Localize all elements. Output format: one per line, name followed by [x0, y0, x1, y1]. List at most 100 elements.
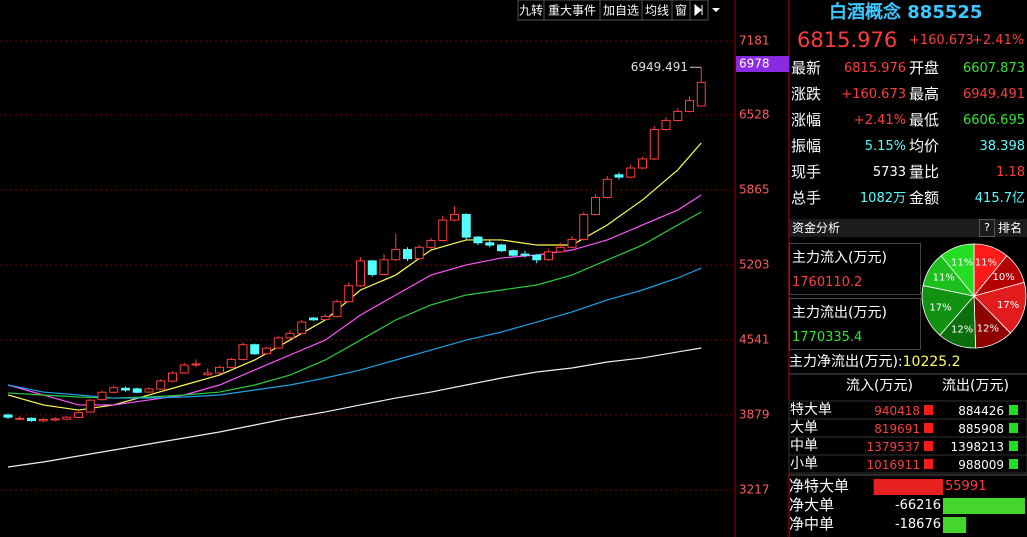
net-label: 净特大单 [789, 477, 850, 495]
main-in-label: 主力流入(万元) [792, 250, 887, 266]
row-label: 均价 [909, 137, 940, 155]
toolbar-label[interactable]: 九转 [519, 3, 543, 18]
y-tick-label: 7181 [739, 34, 770, 48]
fund-bar: 资金分析 ? 排名 [790, 219, 1027, 237]
flow-label: 特大单 [790, 402, 832, 418]
dropdown-icon [712, 8, 720, 12]
row-value: 1.18 [996, 165, 1025, 180]
inflow-value: 1379537 [866, 440, 920, 454]
pie-label: 11% [975, 258, 997, 269]
inflow-value: 819691 [874, 422, 920, 436]
row-label: 涨跌 [791, 85, 822, 103]
row-value: 5733 [872, 165, 906, 180]
row-value: 6815.976 [843, 61, 906, 76]
flow-label: 大单 [790, 420, 818, 436]
candle-body [532, 254, 542, 261]
candle-body [297, 321, 307, 334]
rank-button[interactable]: 排名 [998, 221, 1023, 235]
pie-label: 11% [951, 258, 973, 269]
main-in-value: 1760110.2 [792, 275, 863, 290]
candle-body [15, 417, 25, 420]
moving-average [7, 142, 702, 411]
outflow-marker [1009, 423, 1018, 433]
candle-body [27, 417, 36, 422]
candle-body [367, 260, 377, 275]
candle-body [426, 240, 436, 248]
help-button[interactable]: ? [979, 219, 995, 237]
main-in-box: 主力流入(万元) 1760110.2 [789, 243, 921, 295]
row-value: 6949.491 [962, 87, 1025, 102]
row-value: 1082万 [859, 191, 906, 206]
candle-body [156, 380, 166, 390]
outflow-marker [1009, 405, 1018, 415]
net-value: 55991 [945, 479, 987, 494]
y-tick-label: 3217 [739, 483, 770, 497]
toolbar-label[interactable]: 均线 [645, 4, 669, 18]
net-label: 净大单 [789, 496, 835, 514]
row-label: 现手 [791, 163, 822, 181]
candle-body [544, 251, 553, 261]
toolbar-label[interactable]: 加自选 [603, 4, 639, 18]
candle-body [285, 332, 295, 339]
candle-body [626, 167, 636, 178]
y-tick-label: 4541 [739, 333, 770, 347]
row-label: 最新 [791, 59, 822, 77]
candle-body [649, 129, 659, 160]
candle-body [696, 81, 706, 107]
cursor-box [736, 56, 789, 73]
candle-body [168, 372, 177, 382]
candle-body [38, 418, 48, 422]
candle-body [97, 391, 107, 401]
net-main: 主力净流出(万元):10225.2 [789, 354, 961, 370]
candle-body [109, 387, 119, 393]
row-label: 金额 [909, 189, 940, 207]
candle-body [344, 285, 354, 303]
candle-body [614, 174, 624, 178]
inflow-marker [924, 441, 933, 451]
table-cell [788, 454, 1027, 474]
candle-body [250, 344, 260, 355]
inflow-marker [924, 405, 933, 415]
y-tick-label: 3879 [739, 408, 770, 422]
candle-body [50, 418, 60, 421]
candle-body [485, 242, 495, 246]
candle-body [179, 364, 189, 374]
row-value: 415.7亿 [974, 191, 1025, 206]
outflow-value: 884426 [958, 404, 1004, 418]
candle-body [203, 372, 213, 376]
candle-body [438, 219, 448, 242]
moving-average [7, 267, 702, 399]
inflow-marker [924, 459, 933, 469]
candle-body [144, 388, 154, 393]
flow-label: 中单 [790, 438, 818, 454]
row-value: 6606.695 [962, 113, 1025, 128]
fund-title: 资金分析 [792, 221, 841, 235]
row-label: 总手 [791, 189, 822, 207]
pie-slice [921, 285, 975, 336]
candle-body [508, 250, 518, 256]
table-header: 流出(万元) [942, 378, 1009, 394]
pie-slice [973, 281, 1027, 334]
quote-change-pct: +2.41% [972, 33, 1025, 48]
inflow-value: 940418 [874, 404, 920, 418]
y-tick-label: 5203 [739, 258, 770, 272]
toolbar-label[interactable]: 窗 [675, 4, 687, 18]
candle-body [238, 344, 248, 360]
toolbar-label[interactable]: 重大事件 [548, 4, 596, 18]
outflow-value: 1398213 [950, 440, 1004, 454]
pie-label: 11% [933, 273, 955, 284]
row-label: 涨幅 [791, 111, 822, 129]
candle-body [391, 249, 401, 261]
candle-body [685, 100, 694, 112]
moving-average [7, 347, 702, 468]
candle-body [520, 253, 530, 256]
inflow-marker [924, 423, 933, 433]
net-bar [873, 479, 943, 495]
quote-title: 白酒概念 885525 [829, 3, 982, 23]
candle-body [673, 110, 683, 121]
row-label: 最高 [909, 85, 940, 103]
candle-body [379, 259, 389, 275]
candle-body [191, 363, 201, 366]
row-value: 6607.873 [962, 61, 1025, 76]
